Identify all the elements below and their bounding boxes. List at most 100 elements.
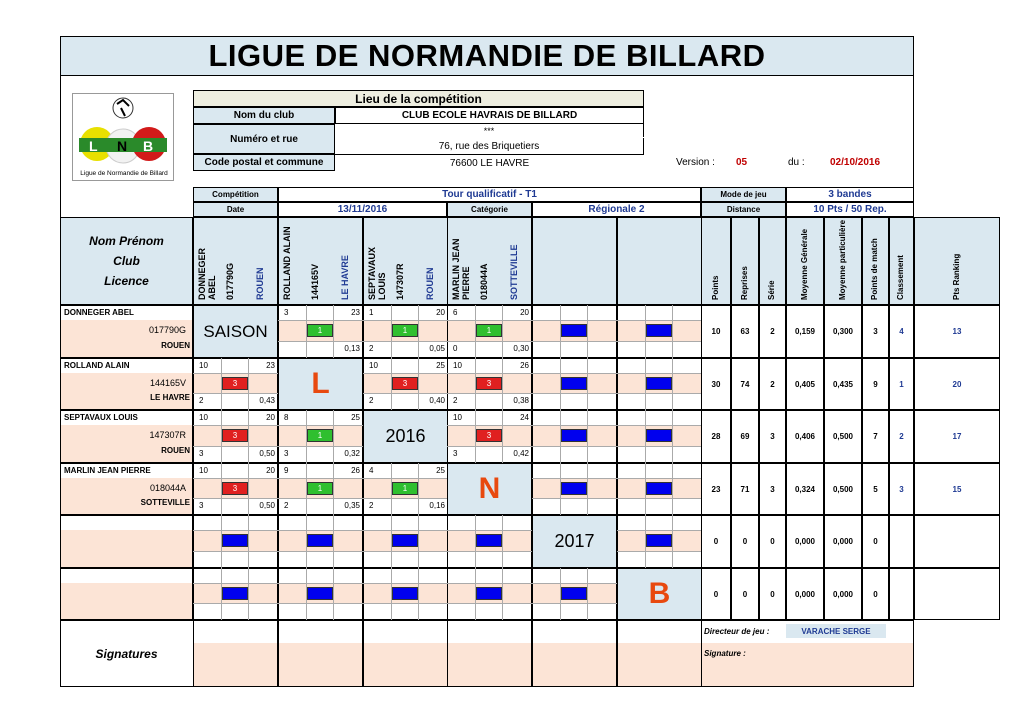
match-serie: 2 [199,396,204,405]
match-grid [391,358,419,410]
stat-header-label: Série [767,280,776,300]
match-grid [391,463,419,515]
match-result-square: 1 [476,324,502,337]
directeur-value: VARACHE SERGE [786,624,886,638]
match-cell [193,515,278,568]
diagonal-cell: B [618,569,701,619]
empty-match-square [646,482,672,495]
stat-cell: 0,324 [786,463,824,515]
signature-pink [194,643,277,686]
distance-label: Distance [701,202,786,217]
stat-cell: 0,000 [786,568,824,620]
match-grid [306,305,334,358]
match-points: 10 [453,413,462,422]
date-label: Date [193,202,278,217]
competition-value: Tour qualificatif - T1 [278,187,701,202]
match-cell [278,305,363,358]
version-value: 05 [736,157,748,168]
stat-cell: 3 [759,410,786,463]
signature-cell[interactable] [193,620,278,687]
match-cell [278,410,363,463]
match-grid [617,530,702,552]
lieu-header: Lieu de la compétition [193,90,644,107]
match-result-square: 3 [222,482,248,495]
match-grid [193,373,278,394]
player-row-pink [61,478,192,514]
match-grid [560,305,588,358]
col-header-club: ROUEN [425,267,435,300]
match-moyenne: 0,43 [259,396,275,405]
match-grid [447,530,532,552]
player-row-cell [60,410,193,463]
match-grid [278,320,363,342]
match-serie: 2 [369,396,374,405]
stat-cell: 0 [862,515,889,568]
player-row-pink [61,320,192,357]
signature-cell[interactable] [447,620,532,687]
diagonal-cell: 2017 [533,516,616,567]
match-points: 10 [199,466,208,475]
match-grid [221,515,249,568]
match-reprises: 20 [266,413,275,422]
match-cell [193,305,278,358]
match-grid [560,358,588,410]
stat-cell: 0,000 [824,515,862,568]
match-result-square: 3 [392,377,418,390]
match-result-square: 1 [307,324,333,337]
match-moyenne: 0,16 [429,501,445,510]
match-grid [617,320,702,342]
stat-header-cell [759,217,786,305]
match-grid [193,425,278,447]
col-header-name: SEPTAVAUX LOUIS [367,246,387,300]
stat-header-cell [731,217,759,305]
match-grid [363,320,448,342]
match-serie: 2 [284,501,289,510]
stat-cell: 2 [759,305,786,358]
signature-cell[interactable] [532,620,617,687]
player-club: ROUEN [161,446,190,455]
match-moyenne: 0,35 [344,501,360,510]
match-grid [617,425,702,447]
nom-club-label: Nom du club [193,107,335,124]
match-cell [532,515,617,568]
match-grid [532,478,617,499]
stat-cell: 4 [889,305,914,358]
match-serie: 3 [284,449,289,458]
date-value: 13/11/2016 [278,202,447,217]
signature-cell[interactable] [617,620,702,687]
match-reprises: 23 [266,361,275,370]
match-grid [278,583,363,604]
match-grid [363,583,448,604]
stat-header-cell [786,217,824,305]
stat-cell: 0 [862,568,889,620]
match-points: 10 [199,361,208,370]
stat-cell: 0,406 [786,410,824,463]
stat-cell: 0,500 [824,410,862,463]
stat-cell: 28 [701,410,731,463]
empty-match-square [561,324,587,337]
signature-cell[interactable] [363,620,448,687]
match-moyenne: 0,13 [344,344,360,353]
lnb-logo: L N B Ligue de Normandie de Billard [72,93,174,181]
match-grid [447,583,532,604]
match-points: 10 [199,413,208,422]
empty-match-square [307,534,333,547]
stat-cell [889,568,914,620]
player-licence: 018044A [149,483,186,493]
stat-cell: 74 [731,358,759,410]
stat-cell: 0,000 [786,515,824,568]
version-label: Version : [676,157,715,168]
stat-header-label: Points de match [870,238,879,300]
stat-cell: 15 [914,463,1000,515]
signature-pink [618,643,701,686]
signature-cell[interactable] [278,620,363,687]
match-moyenne: 0,40 [429,396,445,405]
match-serie: 3 [453,449,458,458]
numero-value-1: *** [335,124,644,137]
stat-cell: 0 [731,568,759,620]
stat-header-cell [701,217,731,305]
match-grid [532,373,617,394]
categorie-label: Catégorie [447,202,532,217]
match-reprises: 25 [436,361,445,370]
match-grid [306,410,334,463]
